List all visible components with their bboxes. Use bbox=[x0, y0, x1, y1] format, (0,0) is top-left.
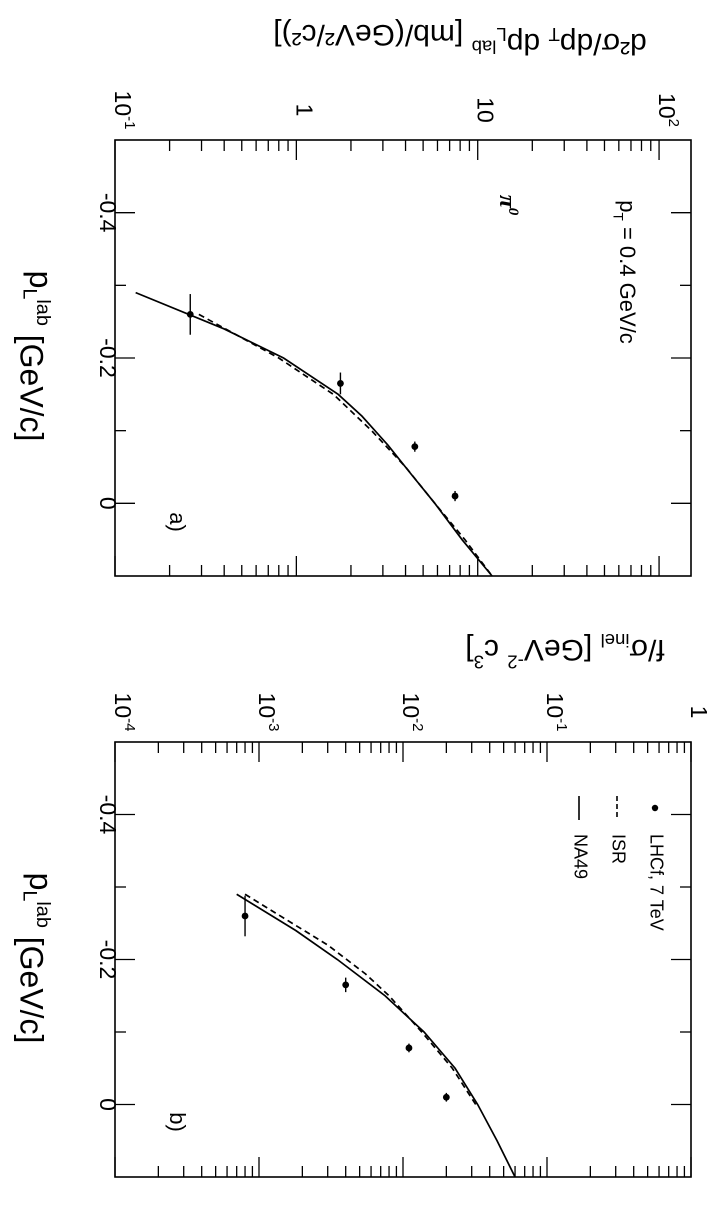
legend-label: LHCf, 7 TeV bbox=[646, 834, 666, 931]
series-solid-line bbox=[135, 291, 493, 577]
annotation-pt: pT = 0.4 GeV/c​ bbox=[610, 200, 640, 343]
legend-label: ISR bbox=[608, 834, 628, 864]
data-point bbox=[241, 912, 249, 920]
y-tick-label: 10-1 bbox=[542, 693, 570, 732]
x-tick-label: -0.2 bbox=[95, 940, 121, 980]
y-tick-label: 10-1 bbox=[110, 91, 138, 130]
x-tick-label: 0 bbox=[95, 1098, 121, 1111]
x-tick-label: -0.4 bbox=[95, 795, 121, 835]
series-dashed-line bbox=[244, 893, 477, 1105]
plot-frame bbox=[114, 741, 692, 1178]
x-tick-label: -0.2 bbox=[95, 338, 121, 378]
data-point bbox=[337, 380, 344, 387]
data-point bbox=[405, 1044, 413, 1052]
y-tick-label: 10-4 bbox=[110, 693, 138, 732]
x-axis-title: pLlab [GeV/c]​ bbox=[13, 873, 59, 1044]
legend-marker-point bbox=[651, 804, 659, 812]
data-point bbox=[411, 443, 419, 451]
chart-panel-b: -0.4 -0.2 0 10-4 10-3 10-2 10-1 1 b) f/σinel [GeV… bbox=[13, 630, 712, 1178]
data-point bbox=[442, 1093, 450, 1101]
legend: LHCf, 7 TeV ISR NA49 bbox=[570, 796, 666, 931]
y-tick-label: 10-3 bbox=[254, 693, 282, 732]
x-tick-label: -0.4 bbox=[95, 193, 121, 233]
y-tick-label: 10 bbox=[473, 97, 499, 123]
data-point bbox=[451, 492, 459, 500]
data-point bbox=[342, 981, 350, 989]
x-tick-label: 0 bbox=[95, 497, 121, 510]
y-axis-title: f/σinel [GeV-2 c3]​ bbox=[465, 630, 664, 673]
legend-label: NA49 bbox=[570, 834, 590, 879]
x-axis-title: pLlab [GeV/c]​ bbox=[13, 271, 59, 442]
y-tick-label: 10-2 bbox=[398, 693, 426, 732]
y-tick-label: 1 bbox=[291, 104, 317, 117]
chart-panel-a: -0.4 -0.2 0 10-1 1 10 102 a) d²σ/dpT dpL lab [mb/… bbox=[13, 18, 692, 577]
y-tick-label: 1 bbox=[686, 706, 712, 719]
series-dashed-line bbox=[198, 313, 493, 577]
plot-frame bbox=[114, 139, 692, 577]
y-tick-label: 102 bbox=[654, 93, 682, 127]
series-solid-line bbox=[236, 893, 516, 1178]
panel-label: a) bbox=[165, 512, 190, 532]
annotation-particle: π0 bbox=[494, 195, 521, 216]
panel-label: b) bbox=[165, 1112, 190, 1132]
